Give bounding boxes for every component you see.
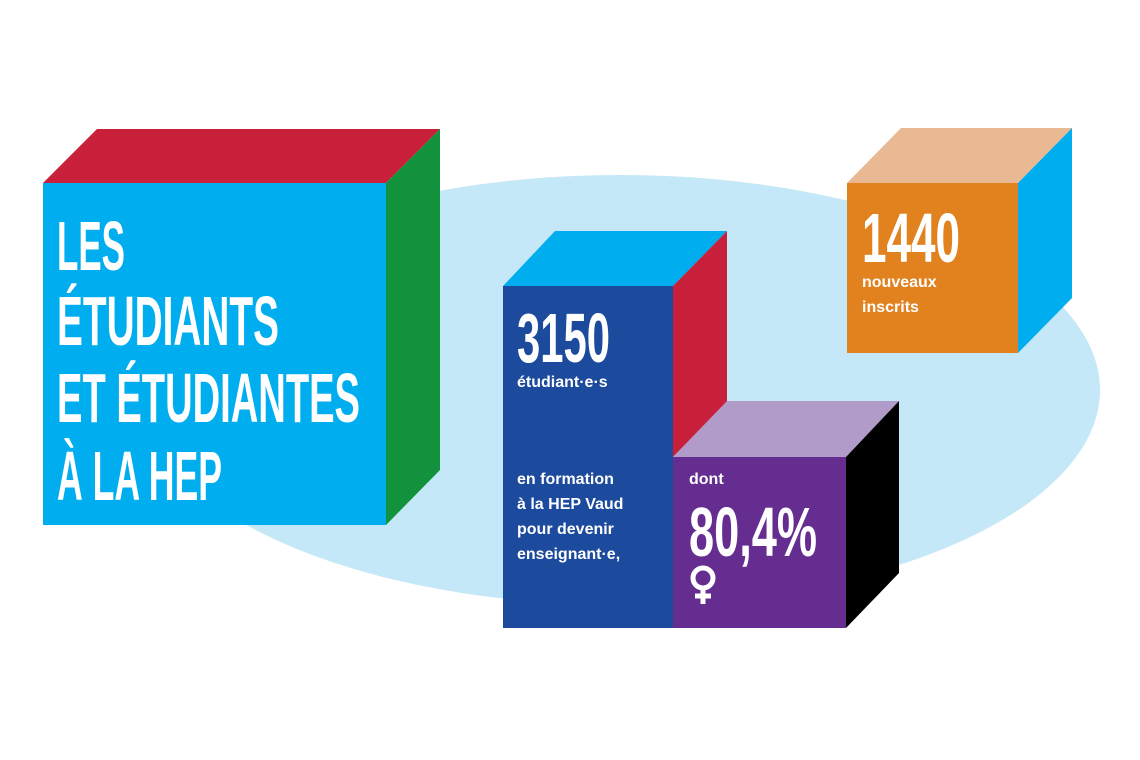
students-description: pour devenir — [517, 521, 614, 538]
cube-front — [503, 286, 673, 628]
women-prefix: dont — [689, 471, 724, 488]
cube-top — [43, 129, 440, 183]
new-students-label: nouveaux — [862, 274, 937, 291]
cube-side — [386, 129, 440, 525]
cube-front — [43, 183, 386, 525]
title-line: LES — [57, 207, 125, 285]
title-line: À LA HEP — [57, 437, 222, 515]
new-students-label: inscrits — [862, 299, 919, 316]
title-line: ÉTUDIANTS — [57, 282, 279, 360]
cube-front — [847, 183, 1018, 353]
students-description: enseignant·e, — [517, 546, 620, 563]
students-number: 3150 — [517, 299, 610, 377]
cube-side — [673, 231, 727, 457]
students-label: étudiant·e·s — [517, 374, 608, 391]
cube-top — [503, 231, 727, 286]
cube-side — [1018, 128, 1072, 353]
cube-side — [846, 401, 899, 628]
new-students-number: 1440 — [862, 199, 960, 277]
students-description: en formation — [517, 471, 614, 488]
women-share: 80,4% — [689, 493, 817, 571]
students-description: à la HEP Vaud — [517, 496, 623, 513]
title-line: ET ÉTUDIANTES — [57, 359, 360, 437]
cube-top — [673, 401, 899, 457]
cube-top — [847, 128, 1072, 183]
female-icon — [690, 565, 716, 604]
